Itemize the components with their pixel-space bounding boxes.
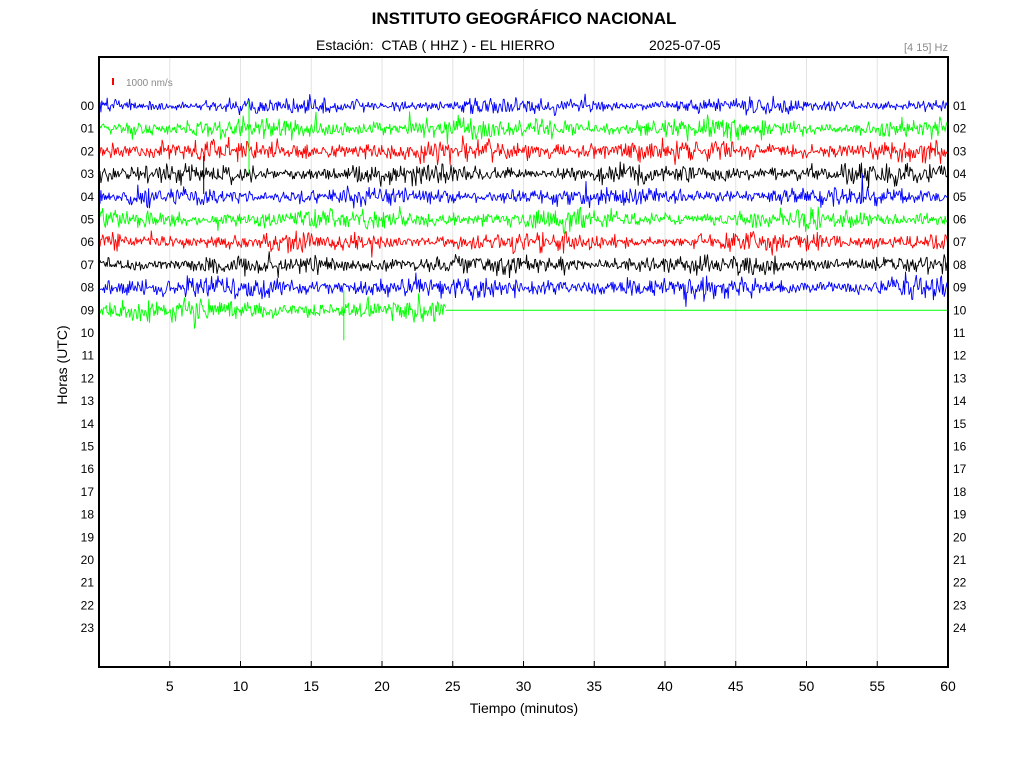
seismic-trace-hour-08 — [99, 271, 949, 307]
hour-label-right: 22 — [953, 576, 967, 590]
x-tick-label: 30 — [516, 678, 532, 694]
hour-label-right: 20 — [953, 530, 967, 544]
hour-label-right: 12 — [953, 349, 967, 363]
amplitude-scale-label: 1000 nm/s — [126, 78, 173, 89]
hour-label-right: 15 — [953, 417, 967, 431]
x-tick-label: 15 — [303, 678, 319, 694]
hour-label-right: 01 — [953, 99, 967, 113]
x-tick-label: 10 — [233, 678, 249, 694]
hour-label-left: 00 — [81, 99, 95, 113]
x-tick-label: 25 — [445, 678, 461, 694]
hour-label-left: 09 — [81, 303, 95, 317]
seismic-trace-hour-02 — [99, 135, 949, 166]
hour-label-left: 15 — [81, 440, 95, 454]
hour-label-right: 10 — [953, 303, 967, 317]
hour-label-right: 08 — [953, 258, 967, 272]
filter-band-label: [4 15] Hz — [903, 42, 948, 54]
hour-label-right: 05 — [953, 190, 967, 204]
hour-label-right: 03 — [953, 144, 967, 158]
hour-label-right: 24 — [953, 621, 967, 635]
hour-label-left: 18 — [81, 508, 95, 522]
x-tick-label: 35 — [586, 678, 602, 694]
x-tick-label: 60 — [940, 678, 956, 694]
hour-label-left: 04 — [81, 190, 95, 204]
hour-label-left: 01 — [81, 122, 95, 136]
seismic-trace-hour-06 — [99, 230, 949, 258]
hour-label-left: 14 — [81, 417, 95, 431]
hour-label-left: 12 — [81, 371, 95, 385]
x-tick-label: 20 — [374, 678, 390, 694]
hour-label-left: 02 — [81, 144, 95, 158]
hour-label-right: 09 — [953, 281, 967, 295]
hour-label-right: 16 — [953, 440, 967, 454]
hour-label-right: 02 — [953, 122, 967, 136]
hour-label-right: 19 — [953, 508, 967, 522]
hour-label-right: 06 — [953, 213, 967, 227]
hour-label-right: 23 — [953, 598, 967, 612]
hour-label-right: 07 — [953, 235, 967, 249]
station-label: Estación: CTAB ( HHZ ) - EL HIERRO — [316, 37, 555, 53]
hour-label-right: 13 — [953, 371, 967, 385]
hour-label-left: 06 — [81, 235, 95, 249]
hour-label-left: 21 — [81, 576, 95, 590]
hour-label-left: 08 — [81, 281, 95, 295]
x-tick-label: 5 — [166, 678, 174, 694]
hour-label-right: 14 — [953, 394, 967, 408]
seismic-trace-hour-05 — [99, 206, 949, 235]
hour-label-right: 17 — [953, 462, 967, 476]
seismic-trace-hour-03 — [99, 161, 949, 189]
date-label: 2025-07-05 — [649, 37, 721, 53]
hour-label-left: 10 — [81, 326, 95, 340]
hour-label-right: 04 — [953, 167, 967, 181]
hour-label-left: 13 — [81, 394, 95, 408]
hour-label-left: 05 — [81, 213, 95, 227]
seismic-trace-hour-07 — [99, 251, 949, 279]
seismic-trace-hour-09 — [99, 293, 447, 329]
seismic-trace-hour-04 — [99, 173, 949, 209]
hour-label-left: 22 — [81, 598, 95, 612]
x-axis-label: Tiempo (minutos) — [469, 700, 579, 716]
hour-label-left: 17 — [81, 485, 95, 499]
seismic-trace-hour-01 — [99, 111, 949, 145]
hour-label-left: 07 — [81, 258, 95, 272]
hour-label-left: 19 — [81, 530, 95, 544]
x-tick-label: 45 — [728, 678, 744, 694]
x-tick-label: 50 — [799, 678, 815, 694]
hour-label-left: 16 — [81, 462, 95, 476]
amplitude-scale-bar — [112, 78, 114, 85]
hour-label-right: 18 — [953, 485, 967, 499]
seismic-trace-hour-00 — [99, 93, 949, 116]
chart-title: INSTITUTO GEOGRÁFICO NACIONAL — [371, 9, 677, 28]
hour-label-left: 03 — [81, 167, 95, 181]
hour-label-right: 11 — [953, 326, 966, 340]
hour-label-left: 11 — [82, 349, 95, 363]
hour-label-left: 23 — [81, 621, 95, 635]
hour-label-right: 21 — [953, 553, 967, 567]
x-tick-label: 40 — [657, 678, 673, 694]
hour-label-left: 20 — [81, 553, 95, 567]
x-tick-label: 55 — [869, 678, 885, 694]
